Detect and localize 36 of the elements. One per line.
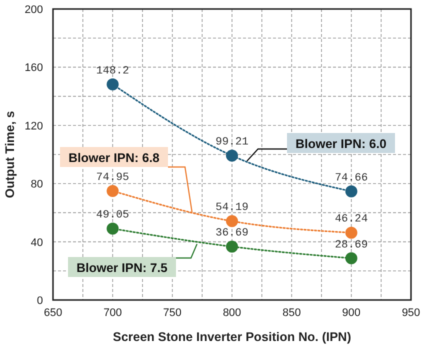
series-label: Blower IPN: 7.5	[76, 261, 168, 275]
point	[226, 240, 238, 253]
text: Blower IPN: 6.8	[68, 151, 160, 165]
x-axis-title: Screen Stone Inverter Position No. (IPN)	[112, 330, 352, 344]
data-label: 28.69	[334, 239, 368, 252]
data-label: 54.19	[215, 202, 249, 214]
y-axis-title: Output Time, s	[3, 110, 17, 198]
data-label: 49.05	[96, 210, 130, 222]
x-tick-label: 950	[402, 307, 420, 319]
data-label: 36.69	[215, 228, 249, 240]
point	[106, 184, 119, 197]
point	[106, 78, 119, 90]
point	[345, 252, 358, 264]
x-tick-label: 800	[222, 307, 242, 319]
point	[345, 185, 358, 198]
text: Blower IPN: 6.0	[296, 137, 387, 151]
y-tick-label: 160	[24, 62, 43, 74]
point	[226, 215, 238, 228]
point	[226, 150, 238, 162]
x-tick-label: 700	[103, 307, 122, 319]
x-tick-label: 750	[163, 307, 182, 319]
point	[345, 226, 358, 239]
data-label: 46.24	[334, 214, 368, 226]
data-label: 74.66	[334, 172, 368, 184]
y-tick-label: 40	[30, 236, 43, 249]
y-tick-label: 120	[24, 120, 43, 132]
x-tick-label: 650	[44, 307, 62, 319]
x-tick-label: 850	[282, 307, 301, 319]
data-label: 74.95	[96, 172, 130, 184]
point	[106, 222, 119, 235]
y-tick-label: 200	[24, 4, 43, 16]
data-label: 148.2	[96, 65, 130, 78]
x-tick-label: 900	[342, 307, 361, 319]
data-label: 99.21	[215, 136, 249, 149]
y-tick-label: 0	[36, 295, 43, 307]
y-tick-label: 80	[30, 178, 43, 191]
